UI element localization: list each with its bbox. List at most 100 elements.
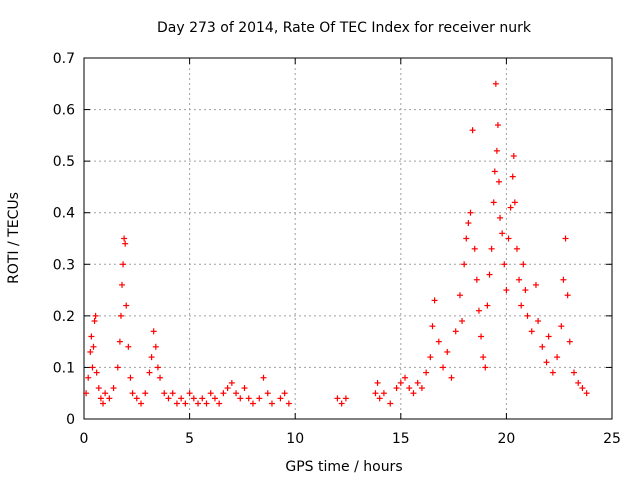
data-point	[496, 178, 503, 185]
data-point	[431, 297, 438, 304]
data-point	[376, 395, 383, 402]
data-point	[121, 235, 128, 242]
data-point	[233, 390, 240, 397]
data-point	[117, 312, 124, 319]
data-point	[245, 395, 252, 402]
data-point	[256, 395, 263, 402]
data-point	[169, 390, 176, 397]
data-point	[467, 209, 474, 216]
y-tick-label: 0.4	[53, 206, 75, 222]
tick-layer: 0 5 10 15 20 25 0 0.1 0.2 0.3 0.4 0.5 0.6 0.7	[53, 51, 621, 447]
data-point	[423, 369, 430, 376]
data-point	[190, 395, 197, 402]
data-point	[91, 318, 98, 325]
data-point	[528, 328, 535, 335]
data-point	[173, 400, 180, 407]
data-point	[564, 292, 571, 299]
data-point	[224, 385, 231, 392]
data-point	[285, 400, 292, 407]
y-axis-label: ROTI / TECUs	[6, 192, 22, 284]
data-point	[543, 359, 550, 366]
data-point	[342, 395, 349, 402]
data-point	[127, 374, 134, 381]
data-point	[490, 199, 497, 206]
data-point	[459, 318, 466, 325]
x-tick-label: 25	[603, 431, 621, 447]
data-point	[372, 390, 379, 397]
data-point	[524, 312, 531, 319]
data-point	[374, 379, 381, 386]
data-point	[277, 395, 284, 402]
data-point	[452, 328, 459, 335]
data-point	[393, 385, 400, 392]
data-point	[157, 374, 164, 381]
data-point	[142, 390, 149, 397]
data-point	[488, 245, 495, 252]
data-point	[545, 333, 552, 340]
x-tick-label: 15	[392, 431, 410, 447]
data-point	[182, 400, 189, 407]
data-point	[535, 318, 542, 325]
data-point	[475, 307, 482, 314]
data-point	[532, 281, 539, 288]
y-tick-label: 0.5	[53, 154, 75, 170]
data-point	[228, 379, 235, 386]
data-point	[199, 395, 206, 402]
data-point	[268, 400, 275, 407]
data-point	[492, 80, 499, 87]
data-point	[87, 348, 94, 355]
data-point	[480, 354, 487, 361]
data-point	[102, 390, 109, 397]
data-point	[88, 333, 95, 340]
data-point	[482, 364, 489, 371]
data-point	[456, 292, 463, 299]
data-point	[120, 261, 127, 268]
data-points	[83, 80, 590, 407]
data-point	[95, 385, 102, 392]
data-point	[125, 343, 132, 350]
data-point	[566, 338, 573, 345]
data-point	[178, 395, 185, 402]
data-point	[85, 374, 92, 381]
data-point	[427, 354, 434, 361]
data-point	[148, 354, 155, 361]
data-point	[503, 287, 510, 294]
data-point	[554, 354, 561, 361]
data-point	[119, 281, 126, 288]
data-point	[264, 390, 271, 397]
data-point	[92, 312, 99, 319]
data-point	[220, 390, 227, 397]
data-point	[195, 400, 202, 407]
data-point	[106, 395, 113, 402]
data-point	[281, 390, 288, 397]
chart-title: Day 273 of 2014, Rate Of TEC Index for r…	[157, 20, 532, 36]
x-tick-label: 20	[497, 431, 515, 447]
data-point	[463, 235, 470, 242]
data-point	[110, 385, 117, 392]
data-point	[583, 390, 590, 397]
data-point	[440, 364, 447, 371]
data-point	[486, 271, 493, 278]
x-axis-label: GPS time / hours	[285, 459, 402, 475]
data-point	[539, 343, 546, 350]
data-point	[414, 379, 421, 386]
data-point	[471, 245, 478, 252]
data-point	[93, 369, 100, 376]
data-point	[520, 261, 527, 268]
y-tick-label: 0.1	[53, 360, 75, 376]
data-point	[497, 214, 504, 221]
data-point	[522, 287, 529, 294]
data-point	[133, 395, 140, 402]
data-point	[260, 374, 267, 381]
data-point	[97, 395, 104, 402]
data-point	[484, 302, 491, 309]
data-point	[387, 400, 394, 407]
data-point	[203, 400, 210, 407]
data-point	[491, 168, 498, 175]
data-point	[435, 338, 442, 345]
data-point	[138, 400, 145, 407]
data-point	[418, 385, 425, 392]
data-point	[501, 261, 508, 268]
data-point	[397, 379, 404, 386]
data-point	[100, 400, 107, 407]
